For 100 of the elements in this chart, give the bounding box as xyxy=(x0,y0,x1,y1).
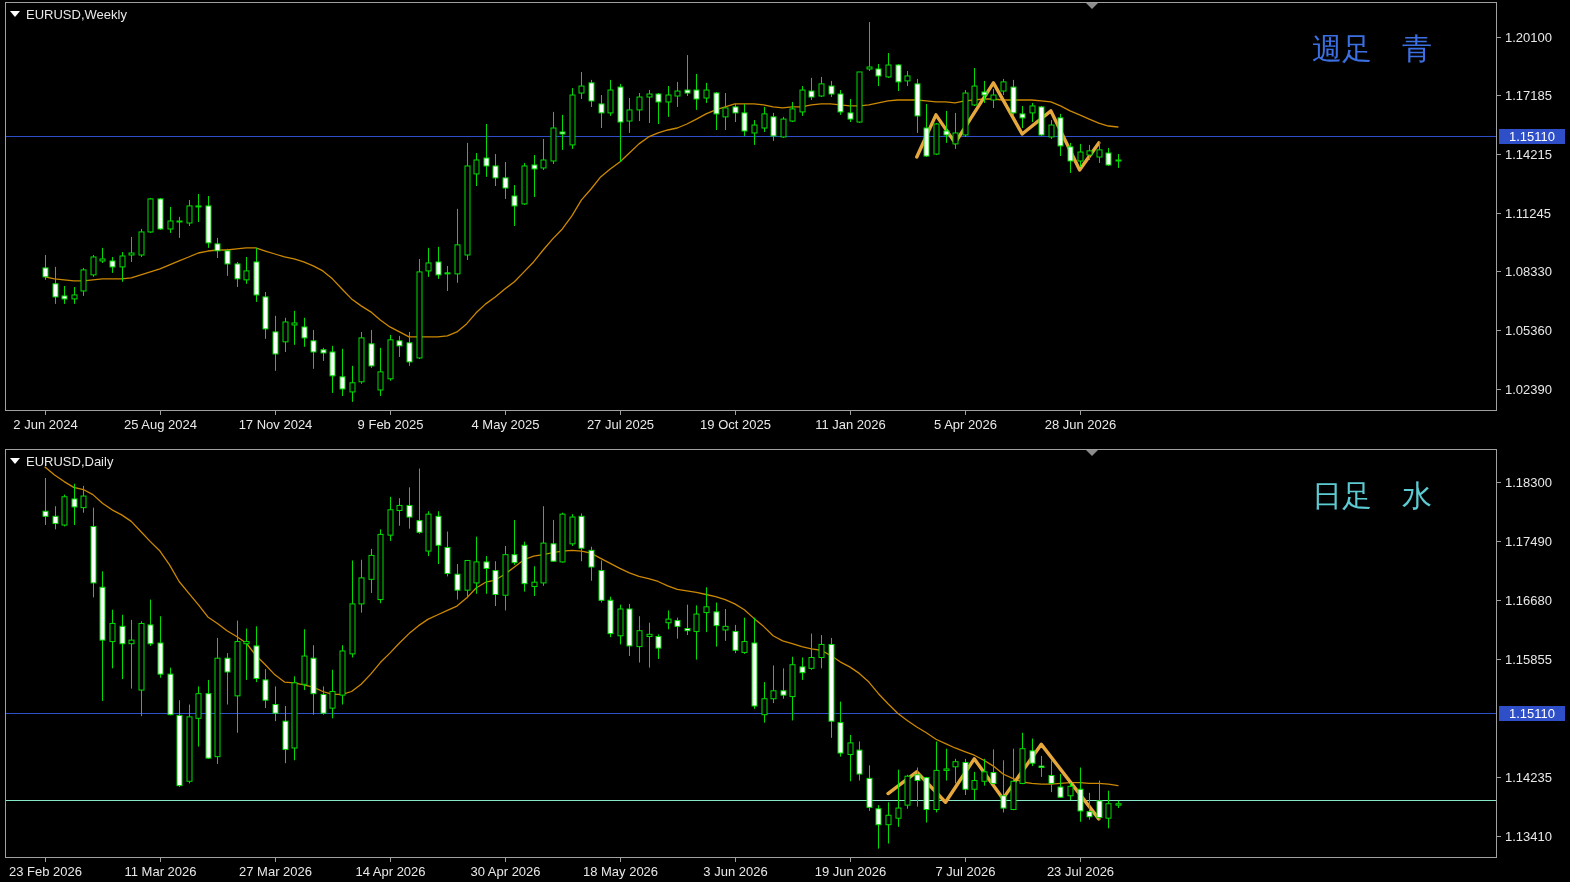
candlestick xyxy=(646,622,653,669)
candlestick xyxy=(626,97,633,134)
candlestick xyxy=(234,261,241,288)
chart-title: EURUSD,Daily xyxy=(26,453,114,469)
candlestick xyxy=(224,652,231,706)
candlestick xyxy=(761,106,768,133)
candlestick xyxy=(684,604,691,636)
candlestick xyxy=(856,740,863,782)
candlestick xyxy=(176,216,183,239)
candlestick xyxy=(665,609,672,630)
candlestick xyxy=(722,608,729,642)
candlestick xyxy=(282,317,289,353)
x-tick-label: 30 Apr 2026 xyxy=(470,863,541,879)
y-tick-label: 1.17490 xyxy=(1505,534,1552,549)
x-tick-label: 23 Feb 2026 xyxy=(8,863,83,879)
candlestick xyxy=(119,614,126,680)
candlestick xyxy=(780,116,787,139)
candlestick xyxy=(301,317,308,348)
candlestick xyxy=(636,92,643,122)
candlestick xyxy=(588,79,595,108)
candlestick xyxy=(329,669,336,719)
candlestick xyxy=(147,599,154,647)
candlestick xyxy=(990,748,997,785)
candlestick xyxy=(262,668,269,709)
candlestick xyxy=(1105,790,1112,829)
candlestick xyxy=(1077,767,1084,823)
candlestick xyxy=(435,246,442,280)
candlestick xyxy=(531,565,538,597)
x-tick-label: 11 Mar 2026 xyxy=(124,863,197,879)
candlestick xyxy=(310,329,317,370)
candlestick xyxy=(713,601,720,648)
candlestick xyxy=(511,519,518,566)
x-tick-label: 25 Aug 2024 xyxy=(123,416,198,432)
text: 週足 青 xyxy=(1312,31,1432,65)
y-tick-label: 1.14235 xyxy=(1505,770,1552,785)
x-tick-label: 14 Apr 2026 xyxy=(355,863,426,879)
candlestick xyxy=(444,265,451,292)
candlestick xyxy=(1019,105,1026,129)
candlestick xyxy=(454,563,461,601)
candlestick xyxy=(272,315,279,372)
candlestick xyxy=(646,89,653,124)
candlestick xyxy=(531,154,538,198)
candlestick xyxy=(847,734,854,782)
candlestick xyxy=(492,560,499,607)
candlestick xyxy=(990,88,997,109)
candlestick xyxy=(396,335,403,358)
candlestick xyxy=(895,769,902,828)
candlestick xyxy=(722,92,729,131)
candlestick xyxy=(665,85,672,118)
candlestick xyxy=(349,365,356,403)
candlestick xyxy=(128,236,135,263)
candlestick xyxy=(214,237,221,259)
candlestick xyxy=(885,52,892,79)
candlestick xyxy=(578,71,585,100)
candlestick xyxy=(741,103,748,137)
candlestick xyxy=(866,21,873,72)
candlestick xyxy=(406,331,413,367)
x-tick-label: 27 Jul 2025 xyxy=(586,416,655,432)
candlestick xyxy=(943,748,950,782)
candlestick xyxy=(943,110,950,144)
candlestick xyxy=(138,228,145,258)
candlestick xyxy=(329,345,336,394)
x-tick-label: 19 Oct 2025 xyxy=(700,416,771,432)
candlestick xyxy=(71,483,78,526)
candlestick xyxy=(770,664,777,704)
candlestick xyxy=(195,193,202,223)
candlestick xyxy=(109,609,116,669)
candlestick xyxy=(799,656,806,681)
x-tick-label: 2 Jun 2024 xyxy=(13,416,78,432)
candlestick xyxy=(981,80,988,104)
candlestick xyxy=(598,94,605,129)
candlestick xyxy=(80,267,87,297)
candlestick xyxy=(1067,142,1074,174)
candlestick xyxy=(42,254,49,281)
candlestick xyxy=(713,91,720,131)
y-tick-label: 1.02390 xyxy=(1505,382,1552,397)
candlestick xyxy=(703,82,710,104)
candlestick xyxy=(1029,102,1036,123)
candlestick xyxy=(559,114,566,151)
candlestick xyxy=(808,633,815,671)
candlestick xyxy=(406,486,413,530)
x-tick-label: 4 May 2025 xyxy=(471,416,540,432)
candlestick xyxy=(396,497,403,527)
chart-title: EURUSD,Weekly xyxy=(26,6,128,22)
x-tick-label: 5 Apr 2026 xyxy=(934,416,997,432)
y-tick-label: 1.20100 xyxy=(1505,30,1552,45)
candlestick xyxy=(243,628,250,681)
y-tick-label: 1.14215 xyxy=(1505,147,1552,162)
candlestick xyxy=(550,519,557,563)
x-tick-label: 3 Jun 2026 xyxy=(703,863,768,879)
candlestick xyxy=(291,310,298,346)
candlestick xyxy=(224,248,231,277)
candlestick xyxy=(1048,759,1055,793)
candlestick xyxy=(473,152,480,187)
x-tick-label: 19 Jun 2026 xyxy=(814,863,887,879)
candlestick xyxy=(703,586,710,633)
candlestick xyxy=(751,119,758,146)
candlestick xyxy=(368,548,375,594)
candlestick xyxy=(339,348,346,397)
candlestick xyxy=(952,758,959,784)
